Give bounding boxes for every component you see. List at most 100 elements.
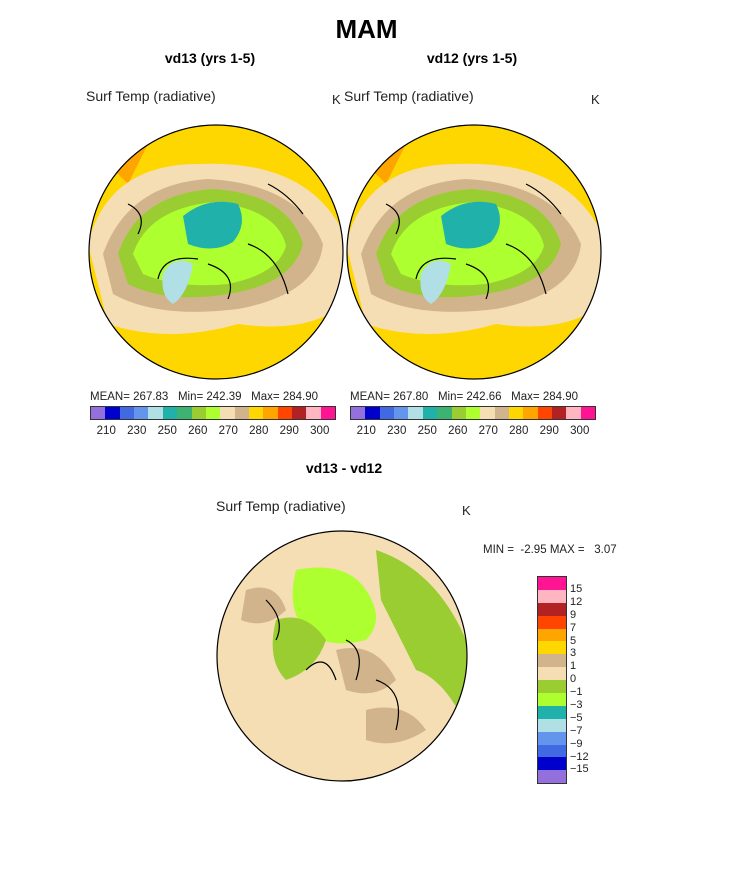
colorbar-ticks-vd13: 210 230 250 260 270 280 290 300 — [91, 425, 335, 437]
colorbar-swatch — [292, 407, 307, 419]
max-label: Max= — [511, 391, 540, 403]
stats-vd12: MEAN= 267.80 Min= 242.66 Max= 284.90 — [350, 391, 578, 403]
colorbar-swatch — [205, 407, 221, 419]
colorbar-swatch — [105, 407, 120, 419]
panel-title-diff: vd13 - vd12 — [305, 460, 383, 476]
colorbar-tick-label: −12 — [570, 750, 589, 763]
colorbar-swatch — [248, 407, 264, 419]
colorbar-swatch — [566, 407, 581, 419]
min-value: 242.66 — [466, 391, 502, 403]
colorbar-vd12 — [350, 406, 596, 420]
units-label-diff: K — [462, 503, 471, 518]
arctic-zone — [441, 201, 500, 249]
greenland-zone — [420, 260, 451, 304]
colorbar-swatch — [451, 407, 466, 419]
max-label: Max= — [251, 391, 280, 403]
colorbar-swatch — [220, 407, 235, 419]
mean-value: 267.83 — [133, 391, 169, 403]
colorbar-swatch — [306, 407, 321, 419]
colorbar-tick-label: 270 — [218, 425, 238, 437]
colorbar-tick-label: 3 — [570, 647, 577, 660]
colorbar-swatch — [538, 718, 566, 732]
negative-zone-arctic — [292, 567, 376, 644]
colorbar-swatch — [538, 615, 566, 629]
colorbar-tick-label: 5 — [570, 634, 577, 647]
colorbar-tick-label: −15 — [570, 763, 589, 776]
colorbar-swatch — [351, 407, 366, 419]
colorbar-tick-label: 12 — [570, 595, 583, 608]
colorbar-ticks-vd12: 210 230 250 260 270 280 290 300 — [351, 425, 595, 437]
arctic-zone — [183, 201, 242, 249]
colorbar-swatch — [437, 407, 452, 419]
colorbar-swatch — [234, 407, 249, 419]
colorbar-swatch — [119, 407, 135, 419]
colorbar-tick-label: 7 — [570, 621, 577, 634]
min-label: MIN = — [483, 544, 514, 556]
colorbar-swatch — [538, 731, 566, 745]
colorbar-tick-label: 9 — [570, 608, 577, 621]
colorbar-tick-label: 290 — [279, 425, 299, 437]
min-label: Min= — [437, 391, 464, 403]
colorbar-swatch — [538, 667, 566, 681]
colorbar-swatch — [91, 407, 106, 419]
colorbar-tick-label: 1 — [570, 660, 577, 673]
colorbar-swatch — [191, 407, 206, 419]
variable-label-diff: Surf Temp (radiative) — [216, 498, 346, 514]
min-value: -2.95 — [520, 544, 547, 556]
colorbar-swatch — [494, 407, 509, 419]
colorbar-swatch — [465, 407, 481, 419]
colorbar-diff — [537, 576, 567, 785]
colorbar-swatch — [538, 693, 566, 706]
colorbar-tick-label: 230 — [387, 425, 407, 437]
map-vd13 — [88, 124, 344, 380]
colorbar-tick-label: 300 — [310, 425, 330, 437]
colorbar-swatch — [523, 407, 538, 419]
colorbar-swatch — [538, 628, 566, 642]
positive-zone-south — [366, 707, 426, 744]
colorbar-swatch — [538, 770, 566, 784]
colorbar-swatch — [537, 407, 553, 419]
map-vd12 — [346, 124, 602, 380]
colorbar-swatch — [538, 705, 566, 719]
colorbar-swatch — [538, 680, 566, 694]
colorbar-tick-label: 230 — [127, 425, 147, 437]
colorbar-vd13 — [90, 406, 336, 420]
colorbar-tick-label: 250 — [157, 425, 177, 437]
colorbar-tick-label: 15 — [570, 583, 583, 595]
coastlines — [265, 599, 400, 731]
colorbar-swatch — [320, 407, 336, 419]
map-diff — [216, 530, 468, 782]
colorbar-tick-label: 300 — [570, 425, 590, 437]
stats-vd13: MEAN= 267.83 Min= 242.39 Max= 284.90 — [90, 391, 318, 403]
panel-title-vd13: vd13 (yrs 1-5) — [164, 50, 256, 66]
colorbar-tick-label: 210 — [96, 425, 116, 437]
colorbar-swatch — [177, 407, 192, 419]
negative-zone-west — [272, 617, 326, 680]
colorbar-swatch — [408, 407, 423, 419]
positive-zone-nw — [241, 587, 286, 624]
colorbar-swatch — [148, 407, 163, 419]
colorbar-tick-label: −7 — [570, 724, 583, 737]
colorbar-swatch — [422, 407, 438, 419]
max-label: MAX = — [549, 544, 585, 556]
negative-zone-east — [376, 550, 467, 730]
colorbar-swatch — [480, 407, 495, 419]
colorbar-tick-label: 210 — [356, 425, 376, 437]
colorbar-swatch — [580, 407, 596, 419]
colorbar-swatch — [538, 744, 566, 758]
colorbar-swatch — [538, 602, 566, 616]
colorbar-swatch — [134, 407, 149, 419]
colorbar-tick-label: 290 — [539, 425, 559, 437]
figure-title: MAM — [335, 14, 398, 44]
colorbar-swatch — [263, 407, 278, 419]
min-label: Min= — [177, 391, 204, 403]
colorbar-swatch — [365, 407, 380, 419]
colorbar-tick-label: 260 — [448, 425, 468, 437]
coastlines — [385, 183, 562, 300]
colorbar-swatch — [552, 407, 567, 419]
colorbar-swatch — [508, 407, 524, 419]
colorbar-tick-label: 0 — [570, 673, 577, 686]
colorbar-tick-label: 280 — [509, 425, 529, 437]
colorbar-swatch — [379, 407, 395, 419]
units-label-vd12: K — [591, 92, 600, 107]
